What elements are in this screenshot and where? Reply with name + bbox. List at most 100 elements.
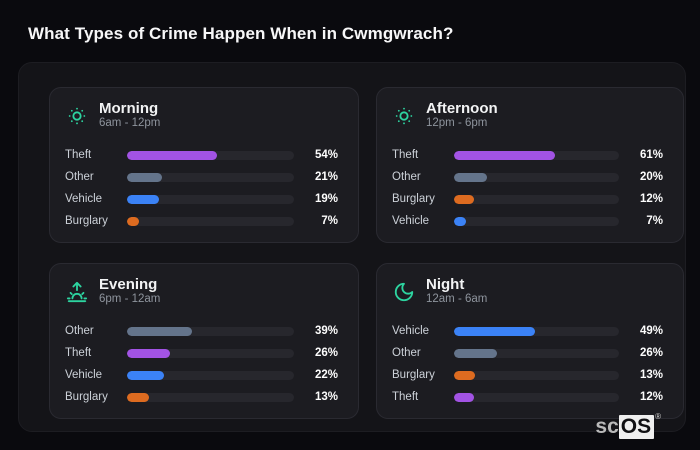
bar-value: 39% [314,325,338,338]
bar-fill [127,326,193,336]
card-morning: Morning 6am - 12pm Theft 54% Other 21% V… [49,87,359,243]
bar-label: Theft [392,149,419,162]
bar-track [127,216,294,226]
scos-logo: sc OS ® [595,412,661,439]
card-header: Afternoon 12pm - 6pm [392,100,663,131]
bar-fill [454,194,474,204]
card-afternoon: Afternoon 12pm - 6pm Theft 61% Other 20%… [376,87,684,243]
bar-row: Burglary 7% [65,210,338,232]
bar-track [127,194,294,204]
card-header: Night 12am - 6am [392,276,663,307]
card-title: Morning [99,100,159,117]
bar-row: Theft 54% [65,144,338,166]
bar-row: Vehicle 19% [65,188,338,210]
card-header: Evening 6pm - 12am [65,276,338,307]
bar-fill [454,172,487,182]
page-title: What Types of Crime Happen When in Cwmgw… [28,24,454,43]
bar-value: 7% [646,215,663,228]
bar-value: 12% [639,391,663,404]
bar-label: Theft [392,391,419,404]
bar-label: Vehicle [392,325,430,338]
card-title: Night [426,276,465,293]
card-title: Afternoon [426,100,498,117]
bar-row: Burglary 13% [65,386,338,408]
bar-track [454,348,619,358]
bar-label: Burglary [392,193,435,206]
bar-fill [127,194,159,204]
bar-track [454,392,619,402]
bar-value: 61% [639,149,663,162]
card-evening: Evening 6pm - 12am Other 39% Theft 26% V… [49,263,359,419]
bar-track [127,326,294,336]
bar-row: Theft 12% [392,386,663,408]
bar-track [454,150,619,160]
crime-times-panel: Morning 6am - 12pm Theft 54% Other 21% V… [18,62,686,432]
bar-chart: Theft 54% Other 21% Vehicle 19% Burglary… [65,144,338,232]
bar-row: Vehicle 22% [65,364,338,386]
bar-row: Theft 26% [65,342,338,364]
registered-mark: ® [655,412,661,421]
card-header: Morning 6am - 12pm [65,100,338,131]
bar-track [454,216,619,226]
bar-fill [127,392,149,402]
bar-value: 13% [314,391,338,404]
bar-track [454,172,619,182]
bar-track [127,348,294,358]
bar-label: Other [392,171,421,184]
bar-chart: Theft 61% Other 20% Burglary 12% Vehicle… [392,144,663,232]
bar-label: Vehicle [65,369,103,382]
bar-label: Burglary [65,215,108,228]
bar-value: 49% [639,325,663,338]
bar-value: 7% [321,215,338,228]
bar-fill [127,216,139,226]
bar-row: Theft 61% [392,144,663,166]
card-title: Evening [99,276,158,293]
card-subtitle: 6am - 12pm [99,117,161,130]
bar-value: 19% [314,193,338,206]
bar-value: 22% [314,369,338,382]
bar-fill [127,150,218,160]
bar-value: 54% [314,149,338,162]
bar-fill [454,392,474,402]
moon-icon [392,280,416,304]
bar-track [127,150,294,160]
bar-row: Vehicle 49% [392,320,663,342]
bar-label: Other [392,347,421,360]
bar-value: 26% [314,347,338,360]
bar-row: Burglary 13% [392,364,663,386]
sun-icon [392,104,416,128]
bar-label: Burglary [392,369,435,382]
bar-value: 26% [639,347,663,360]
bar-label: Other [65,171,94,184]
bar-row: Burglary 12% [392,188,663,210]
bar-fill [454,150,555,160]
bar-row: Vehicle 7% [392,210,663,232]
scos-logo-suffix: OS [618,415,655,439]
bar-fill [127,348,171,358]
sunrise-icon [65,280,89,304]
bar-track [127,172,294,182]
bar-row: Other 26% [392,342,663,364]
bar-value: 13% [639,369,663,382]
card-night: Night 12am - 6am Vehicle 49% Other 26% B… [376,263,684,419]
bar-track [127,392,294,402]
bar-value: 21% [314,171,338,184]
bar-chart: Vehicle 49% Other 26% Burglary 13% Theft… [392,320,663,408]
bar-label: Vehicle [65,193,103,206]
card-subtitle: 12am - 6am [426,293,488,306]
card-subtitle: 6pm - 12am [99,293,161,306]
bar-value: 12% [639,193,663,206]
bar-value: 20% [639,171,663,184]
bar-track [454,194,619,204]
bar-fill [127,370,164,380]
bar-chart: Other 39% Theft 26% Vehicle 22% Burglary… [65,320,338,408]
bar-fill [454,216,466,226]
bar-track [454,326,619,336]
bar-label: Vehicle [392,215,430,228]
bar-fill [454,326,535,336]
bar-fill [454,348,497,358]
bar-fill [454,370,476,380]
bar-label: Theft [65,347,92,360]
bar-row: Other 20% [392,166,663,188]
bar-label: Burglary [65,391,108,404]
